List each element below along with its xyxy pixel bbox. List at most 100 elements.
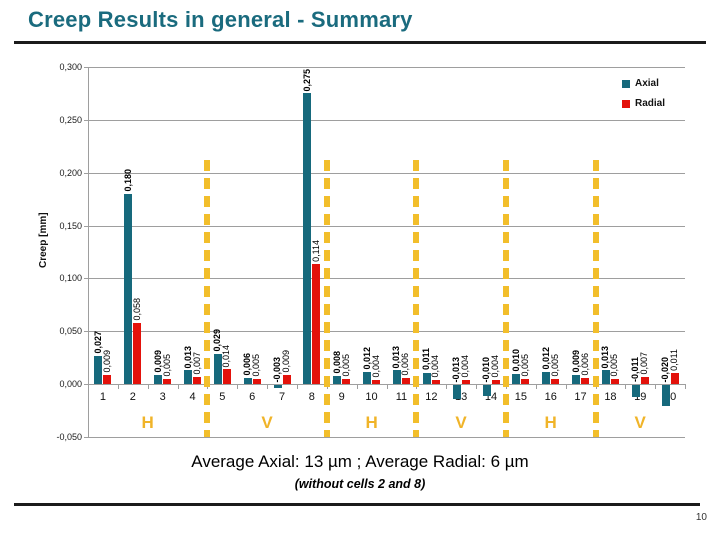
axial-bar — [482, 385, 491, 396]
radial-value-label: 0,014 — [221, 344, 232, 368]
summary-note: (without cells 2 and 8) — [294, 477, 426, 491]
y-axis-tick — [84, 67, 88, 68]
y-axis-tick-label: 0,100 — [59, 273, 82, 284]
group-separator — [592, 160, 599, 437]
x-axis-category-label: 20 — [664, 391, 677, 404]
y-axis-tick-label: 0,000 — [59, 379, 82, 390]
axial-bar — [631, 385, 640, 397]
radial-bar — [521, 378, 530, 385]
radial-value-label: 0,009 — [281, 350, 291, 373]
radial-value-label: 0,006 — [579, 353, 590, 376]
radial-bar — [491, 379, 500, 385]
x-axis-category-label: 7 — [278, 391, 286, 404]
x-axis-category-label: 14 — [484, 391, 498, 404]
gridline — [88, 331, 685, 333]
x-axis-tick — [297, 384, 298, 390]
y-axis-tick — [84, 119, 88, 121]
x-axis-category-label: 4 — [189, 391, 196, 404]
radial-bar — [282, 374, 291, 385]
group-label: V — [455, 413, 467, 432]
legend-label: Radial — [635, 98, 666, 109]
x-axis-tick — [655, 384, 657, 390]
footer-rule — [14, 503, 700, 506]
group-separator — [502, 160, 509, 437]
x-axis-category-label: 2 — [129, 391, 136, 404]
axial-bar — [303, 93, 312, 385]
group-label: H — [544, 413, 557, 432]
radial-bar — [431, 379, 440, 385]
group-label: V — [261, 413, 273, 432]
page-number: 10 — [695, 512, 707, 523]
radial-bar — [103, 374, 112, 385]
radial-value-label: 0,011 — [669, 348, 680, 371]
y-axis-tick — [84, 225, 88, 227]
group-label: H — [365, 413, 378, 432]
summary-text: Average Axial: 13 µm ; Average Radial: 6… — [191, 452, 529, 471]
axial-bar — [213, 353, 222, 385]
radial-value-label: 0,006 — [400, 353, 411, 376]
axial-bar — [452, 385, 461, 399]
x-axis-category-label: 1 — [99, 391, 106, 404]
axial-bar — [512, 373, 521, 385]
x-axis-tick — [535, 384, 537, 390]
y-axis-tick — [84, 278, 88, 280]
radial-bar — [133, 322, 142, 385]
y-axis-tick — [84, 331, 88, 333]
radial-bar — [252, 378, 261, 385]
y-axis-tick — [84, 384, 88, 386]
gridline — [88, 437, 685, 438]
axial-bar — [94, 355, 103, 385]
axial-value-label: 0,180 — [122, 169, 133, 192]
axial-bar — [363, 371, 372, 385]
legend-swatch-radial — [622, 99, 630, 108]
radial-value-label: 0,004 — [430, 355, 441, 378]
axial-bar — [661, 385, 670, 407]
axial-bar — [243, 377, 252, 385]
group-separator — [323, 160, 330, 437]
y-axis-tick-label: 0,200 — [59, 167, 82, 178]
radial-bar — [581, 377, 589, 385]
radial-value-label: 0,004 — [460, 355, 471, 378]
radial-value-label: 0,007 — [639, 352, 650, 375]
y-axis-tick — [84, 172, 88, 174]
radial-value-label: 0,004 — [490, 355, 500, 378]
y-axis-tick-label: 0,250 — [59, 114, 82, 125]
x-axis-category-label: 15 — [514, 391, 527, 404]
gridline — [88, 67, 685, 68]
radial-value-label: 0,009 — [101, 350, 112, 373]
axial-bar — [601, 370, 610, 385]
x-axis-category-label: 8 — [308, 391, 315, 404]
axial-bar — [542, 371, 551, 385]
radial-value-label: 0,005 — [251, 354, 262, 377]
x-axis-tick — [177, 384, 179, 390]
gridline — [88, 172, 685, 174]
radial-bar — [461, 379, 470, 385]
x-axis-category-label: 11 — [395, 391, 408, 404]
x-axis-tick — [88, 384, 89, 390]
radial-bar — [551, 378, 560, 385]
axial-bar — [422, 372, 431, 385]
x-axis-tick — [386, 384, 388, 390]
x-axis-tick — [685, 384, 686, 390]
axial-bar — [184, 370, 192, 385]
gridline — [88, 278, 685, 280]
axial-bar — [124, 193, 133, 385]
axial-bar — [572, 374, 580, 385]
radial-bar — [312, 263, 321, 385]
radial-value-label: 0,058 — [131, 298, 142, 321]
x-axis-category-label: 18 — [604, 391, 617, 404]
gridline — [88, 225, 685, 227]
radial-value-label: 0,114 — [310, 239, 321, 262]
radial-bar — [401, 377, 410, 385]
chart-legend: Axial Radial — [622, 78, 665, 118]
x-axis-category-label: 6 — [249, 391, 256, 404]
axial-bar — [273, 385, 282, 389]
radial-bar — [640, 376, 649, 385]
axial-bar — [333, 375, 342, 385]
x-axis-tick — [267, 384, 269, 390]
x-axis-category-label: 12 — [425, 391, 438, 404]
x-axis-tick — [565, 384, 567, 390]
y-axis-tick-label: 0,050 — [59, 326, 82, 337]
radial-value-label: 0,004 — [370, 355, 381, 378]
